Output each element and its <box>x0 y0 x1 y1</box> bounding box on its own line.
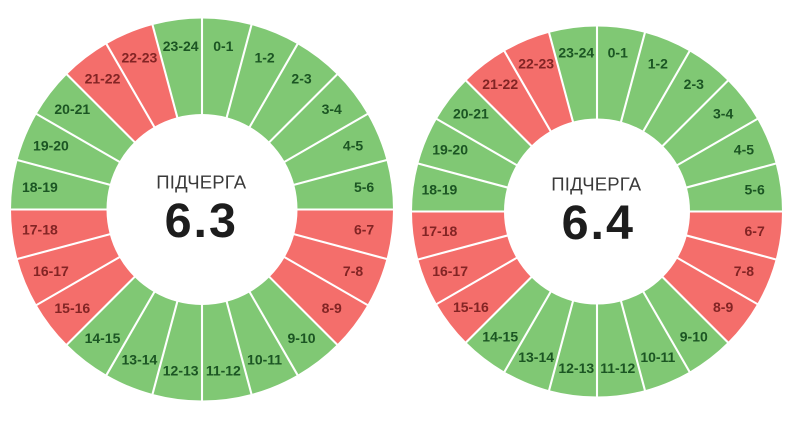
svg-text:4-5: 4-5 <box>734 141 754 157</box>
svg-text:21-22: 21-22 <box>482 76 518 92</box>
svg-text:4-5: 4-5 <box>343 138 363 154</box>
svg-text:16-17: 16-17 <box>33 263 69 279</box>
svg-text:10-11: 10-11 <box>640 349 675 365</box>
svg-text:5-6: 5-6 <box>745 182 765 198</box>
svg-text:6.4: 6.4 <box>562 196 635 250</box>
svg-text:14-15: 14-15 <box>482 328 518 344</box>
svg-text:20-21: 20-21 <box>453 106 489 122</box>
svg-text:ПІДЧЕРГА: ПІДЧЕРГА <box>156 172 247 193</box>
svg-text:2-3: 2-3 <box>684 76 704 92</box>
svg-text:2-3: 2-3 <box>291 71 311 87</box>
svg-text:15-16: 15-16 <box>453 299 489 315</box>
svg-text:14-15: 14-15 <box>85 330 121 346</box>
svg-text:11-12: 11-12 <box>600 360 635 376</box>
svg-text:18-19: 18-19 <box>22 179 58 195</box>
svg-text:7-8: 7-8 <box>343 263 363 279</box>
svg-text:17-18: 17-18 <box>421 223 457 239</box>
svg-text:10-11: 10-11 <box>247 351 282 367</box>
svg-text:12-13: 12-13 <box>163 362 199 378</box>
svg-text:19-20: 19-20 <box>33 138 69 154</box>
svg-text:23-24: 23-24 <box>163 38 199 54</box>
svg-text:ПІДЧЕРГА: ПІДЧЕРГА <box>551 174 642 195</box>
svg-text:20-21: 20-21 <box>54 101 90 117</box>
svg-text:9-10: 9-10 <box>288 330 316 346</box>
svg-text:6.3: 6.3 <box>165 194 238 248</box>
svg-text:6-7: 6-7 <box>354 222 374 238</box>
svg-text:9-10: 9-10 <box>680 328 708 344</box>
svg-text:15-16: 15-16 <box>54 300 90 316</box>
svg-text:0-1: 0-1 <box>213 38 233 54</box>
svg-text:8-9: 8-9 <box>713 299 733 315</box>
svg-text:19-20: 19-20 <box>432 141 468 157</box>
svg-text:5-6: 5-6 <box>354 179 374 195</box>
svg-text:0-1: 0-1 <box>608 45 628 61</box>
svg-text:18-19: 18-19 <box>421 182 457 198</box>
svg-text:6-7: 6-7 <box>745 223 765 239</box>
svg-text:3-4: 3-4 <box>322 101 342 117</box>
svg-text:3-4: 3-4 <box>713 106 733 122</box>
svg-text:13-14: 13-14 <box>122 351 158 367</box>
svg-text:13-14: 13-14 <box>518 349 554 365</box>
svg-text:8-9: 8-9 <box>322 300 342 316</box>
svg-text:1-2: 1-2 <box>254 49 274 65</box>
svg-text:22-23: 22-23 <box>122 49 158 65</box>
svg-text:17-18: 17-18 <box>22 222 58 238</box>
svg-text:22-23: 22-23 <box>518 55 554 71</box>
svg-text:21-22: 21-22 <box>85 71 121 87</box>
svg-text:16-17: 16-17 <box>432 263 468 279</box>
svg-text:1-2: 1-2 <box>648 55 668 71</box>
svg-text:12-13: 12-13 <box>558 360 594 376</box>
svg-text:11-12: 11-12 <box>206 362 241 378</box>
svg-text:23-24: 23-24 <box>558 45 594 61</box>
svg-text:7-8: 7-8 <box>734 263 754 279</box>
